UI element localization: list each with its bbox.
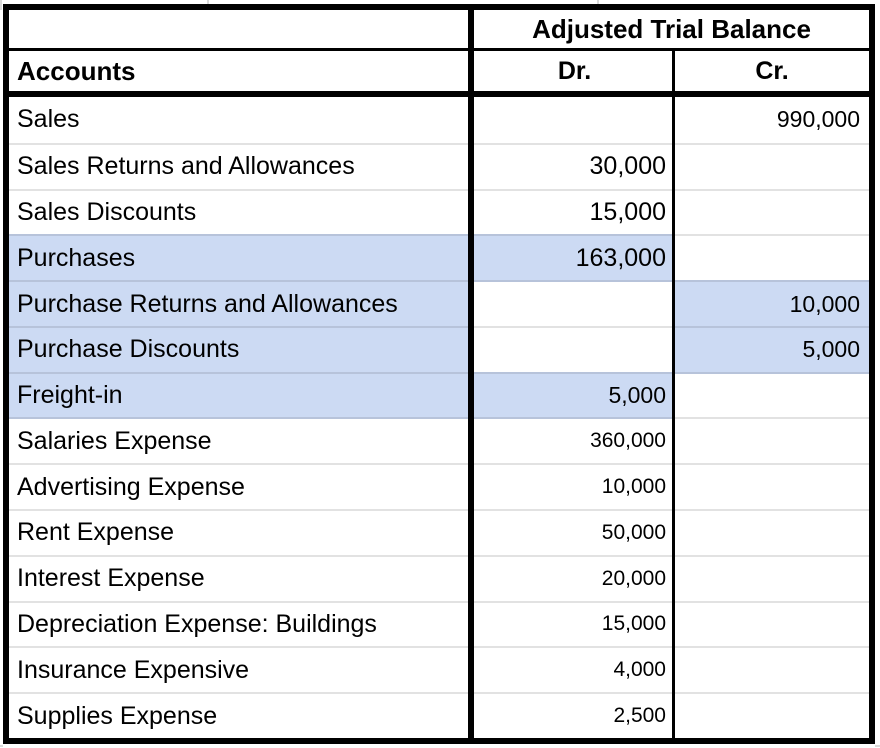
table-row: Supplies Expense 2,500 (9, 692, 869, 738)
dr-cell[interactable] (474, 325, 675, 372)
header-divider-thick (9, 91, 869, 97)
cr-cell[interactable] (675, 417, 869, 464)
gridline-stub (0, 745, 3, 747)
dr-cell[interactable] (474, 280, 675, 326)
cr-cell[interactable]: 5,000 (675, 325, 869, 372)
cr-cell[interactable] (675, 509, 869, 555)
account-cell[interactable]: Sales Discounts (9, 188, 474, 235)
cr-cell[interactable] (675, 234, 869, 281)
gridline-stub (597, 0, 599, 4)
dr-cell[interactable]: 15,000 (474, 600, 675, 647)
accounts-header-cell[interactable]: Accounts (17, 55, 136, 86)
cr-header-cell[interactable]: Cr. (755, 56, 789, 85)
header-band-columns: Accounts Dr. Cr. (9, 51, 869, 91)
account-cell[interactable]: Insurance Expensive (9, 646, 474, 693)
account-cell[interactable]: Supplies Expense (9, 692, 474, 738)
cr-cell[interactable] (675, 646, 869, 693)
cr-cell[interactable] (675, 142, 869, 189)
account-cell[interactable]: Sales Returns and Allowances (9, 142, 474, 189)
dr-cell[interactable]: 5,000 (474, 371, 675, 418)
dr-cell[interactable] (474, 97, 675, 143)
gridline-stub (0, 0, 2, 10)
table-row: Purchase Discounts 5,000 (9, 325, 869, 372)
table-row: Sales Discounts 15,000 (9, 188, 869, 235)
cr-cell[interactable]: 990,000 (675, 97, 869, 143)
dr-cell[interactable]: 50,000 (474, 509, 675, 555)
dr-cell[interactable]: 2,500 (474, 692, 675, 738)
dr-cell[interactable]: 10,000 (474, 463, 675, 510)
header-band-title: Adjusted Trial Balance (9, 10, 869, 48)
dr-cell[interactable]: 15,000 (474, 188, 675, 235)
table-row: Advertising Expense 10,000 (9, 463, 869, 510)
cr-cell[interactable] (675, 600, 869, 647)
dr-cell[interactable]: 360,000 (474, 417, 675, 464)
cr-cell[interactable] (675, 371, 869, 418)
account-cell[interactable]: Purchase Returns and Allowances (9, 280, 474, 326)
gridline-stub (207, 0, 209, 4)
header-divider-thin (9, 48, 869, 51)
gridline-stub (875, 745, 880, 747)
column-divider-thick (468, 10, 474, 738)
account-cell[interactable]: Depreciation Expense: Buildings (9, 600, 474, 647)
table-row: Freight-in 5,000 (9, 371, 869, 418)
account-cell[interactable]: Interest Expense (9, 554, 474, 601)
account-cell[interactable]: Rent Expense (9, 509, 474, 555)
cr-cell[interactable]: 10,000 (675, 280, 869, 326)
table-row: Sales 990,000 (9, 97, 869, 143)
table-row: Interest Expense 20,000 (9, 554, 869, 601)
cr-cell[interactable] (675, 188, 869, 235)
account-cell[interactable]: Purchase Discounts (9, 325, 474, 372)
account-cell[interactable]: Sales (9, 97, 474, 143)
cr-cell[interactable] (675, 554, 869, 601)
table-row: Rent Expense 50,000 (9, 509, 869, 555)
dr-cell[interactable]: 20,000 (474, 554, 675, 601)
table-row: Salaries Expense 360,000 (9, 417, 869, 464)
account-cell[interactable]: Purchases (9, 234, 474, 281)
table-body: Sales 990,000 Sales Returns and Allowances… (9, 97, 869, 738)
adjusted-trial-balance-table: Adjusted Trial Balance Accounts Dr. Cr. … (3, 4, 875, 744)
column-divider-thin (672, 48, 675, 738)
table-row: Purchase Returns and Allowances 10,000 (9, 280, 869, 326)
cr-cell[interactable] (675, 463, 869, 510)
dr-cell[interactable]: 30,000 (474, 142, 675, 189)
table-row: Sales Returns and Allowances 30,000 (9, 142, 869, 189)
table-row: Depreciation Expense: Buildings 15,000 (9, 600, 869, 647)
dr-cell[interactable]: 4,000 (474, 646, 675, 693)
cr-cell[interactable] (675, 692, 869, 738)
empty-corner-cell[interactable] (9, 10, 474, 48)
account-cell[interactable]: Salaries Expense (9, 417, 474, 464)
account-cell[interactable]: Freight-in (9, 371, 474, 418)
dr-cell[interactable]: 163,000 (474, 234, 675, 281)
dr-header-cell[interactable]: Dr. (557, 56, 592, 85)
table-row: Insurance Expensive 4,000 (9, 646, 869, 693)
table-row: Purchases 163,000 (9, 234, 869, 281)
account-cell[interactable]: Advertising Expense (9, 463, 474, 510)
table-title-cell[interactable]: Adjusted Trial Balance (532, 13, 811, 44)
